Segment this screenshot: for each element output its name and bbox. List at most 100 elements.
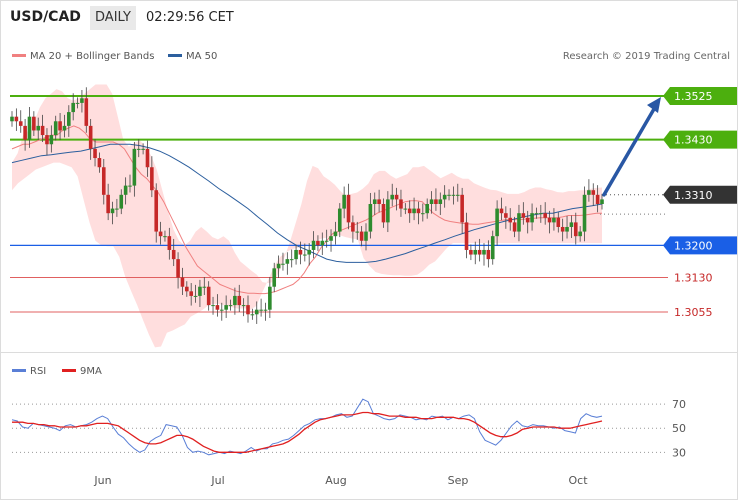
x-axis-label-oct: Oct <box>568 474 588 487</box>
candle-body <box>215 305 220 310</box>
candle-body <box>263 309 268 311</box>
level-tag-1.3430 <box>663 130 737 149</box>
candle-body <box>569 222 574 227</box>
candle-body <box>93 148 97 159</box>
candle-body <box>298 249 303 255</box>
candle-body <box>62 125 67 131</box>
candle-body <box>499 208 504 214</box>
level-tag-1.3525 <box>663 87 737 105</box>
candle-body <box>368 204 373 232</box>
legend-label-ma20: MA 20 + Bollinger Bands <box>30 51 155 62</box>
candle-body <box>451 194 456 196</box>
candle-body <box>455 194 460 196</box>
candle-body <box>386 199 390 223</box>
timeframe-button[interactable]: DAILY <box>90 6 136 30</box>
candle-body <box>303 254 307 256</box>
candle-body <box>490 236 495 260</box>
candle-body <box>224 305 228 310</box>
candle-body <box>84 98 89 126</box>
ma20-line <box>11 125 602 295</box>
candle-body <box>381 204 386 223</box>
candle-body <box>377 199 381 204</box>
candle-body <box>237 295 242 306</box>
candle-body <box>582 194 587 232</box>
candle-body <box>97 158 102 168</box>
candle-body <box>171 249 176 260</box>
x-axis-label-sep: Sep <box>448 474 469 487</box>
bollinger-band-area <box>12 84 602 348</box>
copyright-text: Research © 2019 Trading Central <box>562 51 730 62</box>
candle-body <box>316 240 320 246</box>
candle-body <box>600 199 604 204</box>
candle-body <box>272 268 277 287</box>
legend-label-9ma: 9MA <box>80 366 102 377</box>
candle-body <box>504 213 508 218</box>
candle-body <box>482 249 486 255</box>
candle-body <box>364 231 368 241</box>
legend-9ma: 9MA <box>62 366 102 377</box>
candle-body <box>123 185 128 195</box>
candle-body <box>407 208 412 214</box>
candle-body <box>119 194 124 209</box>
candle-body <box>53 121 58 136</box>
candle-body <box>547 217 552 223</box>
candle-body <box>250 314 255 316</box>
candle-body <box>141 148 145 150</box>
level-label-1.3430: 1.3430 <box>674 134 713 147</box>
level-label-1.3130: 1.3130 <box>674 272 713 285</box>
x-axis-label-jun: Jun <box>93 474 111 487</box>
candle-body <box>45 135 49 145</box>
candle-body <box>110 208 115 214</box>
candle-body <box>14 116 19 122</box>
candle-body <box>228 305 233 307</box>
candle-body <box>158 231 163 237</box>
candles-group <box>10 87 604 324</box>
legend-swatch-ma20 <box>12 53 26 57</box>
candle-body <box>80 98 84 103</box>
candle-body <box>412 208 416 214</box>
legend-label-ma50: MA 50 <box>186 51 218 62</box>
candle-body <box>329 236 333 241</box>
candle-body <box>320 240 325 246</box>
candle-body <box>525 217 530 223</box>
candle-body <box>573 222 578 237</box>
rsi-series-9ma <box>12 411 603 453</box>
level-label-1.3310: 1.3310 <box>674 189 713 202</box>
candle-body <box>189 291 193 296</box>
candle-body <box>416 208 421 214</box>
candle-body <box>486 249 491 260</box>
legend-swatch-rsi <box>12 368 26 372</box>
candle-body <box>403 208 408 210</box>
candle-body <box>351 222 355 232</box>
candle-body <box>285 259 290 264</box>
legend-ma20-bb: MA 20 + Bollinger Bands <box>12 51 154 62</box>
candle-body <box>512 222 517 232</box>
candle-body <box>530 213 534 223</box>
candle-body <box>591 190 596 195</box>
candle-body <box>508 217 513 223</box>
candle-body <box>202 286 207 288</box>
candle-body <box>254 309 259 315</box>
candle-body <box>337 208 342 232</box>
level-label-1.3055: 1.3055 <box>674 306 713 319</box>
candle-body <box>294 249 298 260</box>
candle-body <box>198 286 202 296</box>
candle-body <box>241 305 246 307</box>
candle-body <box>595 194 600 204</box>
candle-body <box>115 208 119 210</box>
candle-body <box>88 125 93 149</box>
rsi-tick-30: 30 <box>672 446 686 459</box>
candle-body <box>390 194 395 200</box>
symbol-label: USD/CAD <box>10 9 81 25</box>
candle-body <box>552 217 556 223</box>
candle-body <box>438 199 443 204</box>
candle-body <box>23 125 27 140</box>
candle-body <box>233 295 237 306</box>
candle-body <box>75 102 80 104</box>
candle-body <box>150 167 154 191</box>
candle-body <box>307 249 311 255</box>
timestamp-label: 02:29:56 CET <box>146 10 234 25</box>
level-label-1.3200: 1.3200 <box>674 239 713 252</box>
candle-body <box>206 286 211 306</box>
candle-body <box>67 112 71 126</box>
